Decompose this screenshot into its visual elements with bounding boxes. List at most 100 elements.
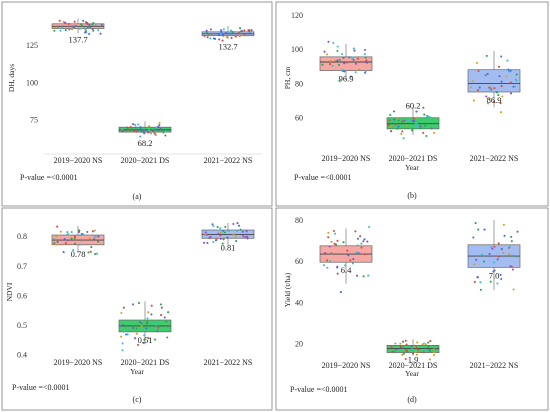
data-point: [138, 321, 141, 324]
data-point: [416, 123, 419, 126]
data-point: [401, 130, 404, 133]
category-label: 2019−2020 NS: [322, 361, 371, 370]
data-point: [422, 351, 425, 354]
data-point: [402, 346, 405, 349]
data-point: [394, 123, 397, 126]
data-point: [515, 73, 518, 76]
data-point: [423, 124, 426, 127]
data-point: [321, 63, 324, 66]
category-label: 2021−2022 NS: [470, 361, 519, 370]
data-point: [389, 113, 392, 117]
data-point: [148, 125, 151, 128]
value-annotation: 7.0: [489, 270, 500, 280]
data-point: [500, 85, 503, 88]
data-point: [497, 255, 500, 258]
data-point: [208, 236, 211, 239]
category-label: 2021−2022 NS: [204, 358, 253, 367]
data-point: [67, 22, 70, 25]
data-point: [140, 130, 143, 133]
y-tick-label: 40: [295, 298, 303, 307]
data-point: [154, 338, 157, 341]
panel-b-x-axis-label: Year: [405, 163, 419, 172]
panel-a-annotations: 137.7 68.2 132.7: [68, 35, 237, 149]
data-point: [100, 23, 103, 26]
data-point: [404, 357, 407, 361]
data-point: [146, 322, 149, 325]
y-tick-label: 0.6: [17, 291, 27, 300]
box-1: [319, 56, 373, 71]
data-point: [473, 263, 476, 266]
category-label: 2020−2021 DS: [121, 156, 170, 165]
data-point: [401, 120, 404, 123]
data-point: [416, 341, 419, 344]
data-point: [246, 235, 249, 238]
panel-c-y-axis-label: NDVI: [5, 282, 14, 301]
data-point: [205, 31, 209, 35]
data-point: [326, 259, 329, 262]
data-point: [337, 63, 341, 66]
data-point: [62, 20, 65, 24]
data-point: [500, 277, 503, 281]
data-point: [83, 26, 86, 29]
data-point: [485, 54, 488, 57]
data-point: [336, 239, 339, 242]
data-point: [411, 119, 414, 122]
data-point: [343, 70, 346, 73]
data-point: [500, 55, 503, 58]
category-label: 2020−2021 DS: [121, 358, 170, 367]
data-point: [131, 128, 134, 131]
data-point: [147, 311, 150, 314]
data-point: [327, 40, 330, 43]
data-point: [162, 131, 165, 134]
data-point: [221, 230, 224, 233]
data-point: [210, 32, 213, 36]
data-point: [157, 125, 160, 128]
panel-d-frame: [275, 207, 549, 411]
data-point: [399, 342, 402, 345]
data-point: [411, 129, 414, 132]
data-point: [212, 224, 215, 228]
data-point: [71, 28, 74, 31]
data-point: [239, 30, 242, 33]
data-point: [365, 59, 368, 62]
data-point: [403, 119, 406, 122]
data-point: [95, 252, 99, 255]
data-point: [66, 233, 69, 236]
data-point: [91, 23, 94, 26]
data-point: [244, 235, 247, 239]
data-point: [146, 317, 149, 320]
panel-b-p-value: P-value =<0.0001: [294, 173, 351, 182]
panel-a-boxes: [51, 18, 255, 135]
data-point: [393, 118, 396, 121]
data-point: [397, 125, 400, 128]
data-point: [237, 224, 241, 227]
data-point: [164, 322, 167, 325]
data-point: [163, 316, 166, 319]
data-point: [248, 32, 252, 35]
data-point: [412, 117, 416, 120]
data-point: [149, 132, 153, 135]
data-point: [400, 132, 403, 136]
data-point: [338, 58, 341, 62]
data-point: [329, 60, 332, 63]
data-point: [429, 340, 432, 343]
data-point: [488, 86, 491, 89]
data-point: [205, 233, 208, 236]
panel-b-label: (b): [407, 191, 417, 200]
data-point: [122, 330, 125, 333]
data-point: [158, 124, 161, 127]
panel-d-p-value: P-value =<0.0001: [290, 385, 347, 394]
data-point: [126, 126, 129, 129]
data-point: [121, 342, 124, 345]
panel-c: 0.4 0.5 0.6 0.7 0.8 2019−2020 NS 2020−2021 DS…: [1, 207, 273, 411]
category-label: 2020−2021 DS: [389, 154, 438, 163]
data-point: [59, 230, 62, 233]
data-point: [499, 102, 502, 105]
data-point: [146, 320, 149, 323]
data-point: [354, 62, 357, 65]
data-point: [62, 251, 65, 254]
data-point: [73, 20, 76, 23]
data-point: [139, 135, 142, 138]
data-point: [331, 64, 334, 67]
data-point: [53, 26, 56, 29]
